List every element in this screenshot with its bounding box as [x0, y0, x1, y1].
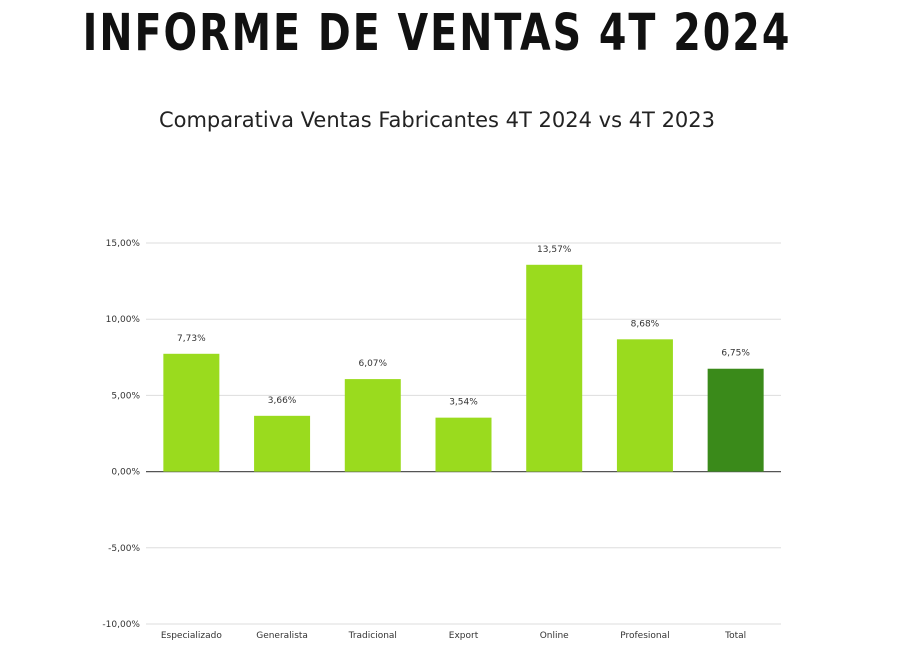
bars-layer: [163, 264, 764, 472]
bar-export: [435, 417, 492, 472]
bar-tradicional: [344, 379, 401, 472]
x-tick-label: Generalista: [256, 631, 308, 641]
data-label-generalista: 3,66%: [268, 396, 297, 406]
chart-title: Comparativa Ventas Fabricantes 4T 2024 v…: [158, 108, 716, 132]
data-label-online: 13,57%: [537, 245, 572, 255]
data-label-profesional: 8,68%: [631, 319, 660, 329]
grid-layer: [146, 242, 781, 625]
bar-total: [707, 368, 764, 472]
y-tick-label: -5,00%: [108, 544, 140, 554]
x-tick-label: Online: [540, 631, 569, 641]
labels-layer: 15,00% 10,00% 5,00% 0,00% -5,00% -10,00% 7,73%…: [102, 239, 750, 641]
x-tick-label: Total: [724, 631, 746, 641]
data-label-export: 3,54%: [449, 398, 478, 408]
y-tick-label: -10,00%: [102, 620, 140, 630]
x-tick-label: Tradicional: [348, 631, 397, 641]
x-tick-label: Profesional: [620, 631, 669, 641]
data-label-total: 6,75%: [721, 349, 750, 359]
bar-generalista: [254, 415, 311, 472]
x-tick-label: Especializado: [161, 631, 223, 641]
bar-profesional: [616, 339, 673, 472]
y-tick-label: 15,00%: [106, 239, 141, 249]
y-tick-label: 10,00%: [106, 315, 141, 325]
data-label-especializado: 7,73%: [177, 334, 206, 344]
bar-especializado: [163, 353, 220, 472]
y-tick-label: 0,00%: [111, 468, 140, 478]
page-title: INFORME DE VENTAS 4T 2024: [82, 4, 792, 63]
x-tick-label: Export: [449, 631, 479, 641]
y-tick-label: 5,00%: [111, 391, 140, 401]
bar-online: [526, 264, 583, 472]
data-label-tradicional: 6,07%: [358, 359, 387, 369]
